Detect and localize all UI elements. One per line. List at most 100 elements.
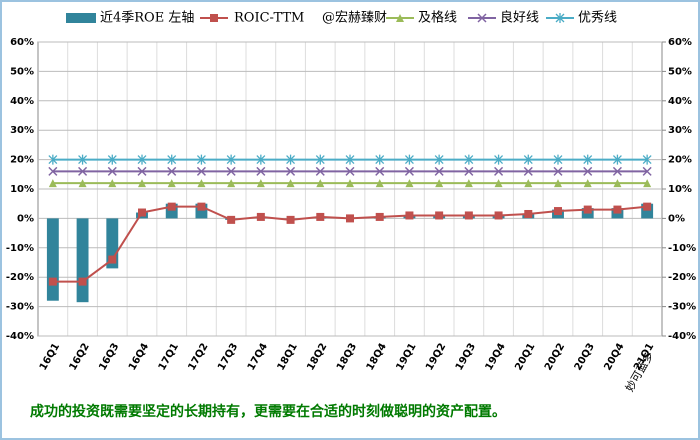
marker [553, 166, 563, 176]
marker [554, 179, 562, 188]
marker [405, 179, 414, 188]
y-tick-label: -20% [6, 272, 34, 283]
marker [78, 154, 88, 165]
y2-tick-label: 10% [668, 184, 692, 195]
legend-marker [555, 13, 565, 23]
bar [165, 203, 178, 219]
marker [48, 154, 58, 165]
marker [404, 166, 414, 176]
marker [464, 154, 474, 165]
y-tick-label: -30% [6, 302, 34, 313]
y-tick-label: 30% [10, 125, 34, 136]
marker [375, 212, 384, 221]
marker [375, 154, 385, 165]
marker [375, 166, 385, 176]
marker [138, 179, 146, 188]
legend-label: 良好线 [500, 10, 539, 26]
marker [435, 179, 444, 188]
marker [612, 154, 622, 165]
marker [107, 154, 117, 165]
y2-tick-label: -30% [668, 302, 696, 313]
bar [46, 218, 59, 301]
marker [286, 215, 295, 224]
marker [48, 277, 57, 286]
marker [256, 179, 265, 188]
marker [583, 154, 593, 165]
marker [583, 205, 592, 214]
y2-tick-label: -40% [668, 331, 696, 342]
marker [345, 166, 355, 176]
marker [464, 211, 473, 220]
marker [494, 166, 504, 176]
marker [583, 166, 593, 176]
marker [108, 255, 117, 264]
marker [435, 211, 444, 220]
marker [256, 166, 266, 176]
legend-marker [396, 14, 404, 22]
marker [316, 212, 325, 221]
marker [107, 166, 117, 176]
marker [346, 179, 354, 188]
legend-label: 优秀线 [578, 11, 617, 26]
bar [76, 218, 89, 303]
marker [78, 179, 87, 188]
marker [612, 166, 622, 176]
marker [643, 202, 652, 211]
marker [286, 179, 295, 188]
marker [494, 179, 503, 188]
y2-tick-label: 60% [668, 37, 692, 48]
y-tick-label: 20% [10, 155, 34, 166]
marker [375, 179, 384, 188]
y-tick-label: 60% [10, 37, 34, 48]
marker [138, 208, 146, 217]
marker [48, 166, 58, 176]
legend-swatch [66, 13, 96, 23]
marker [554, 207, 562, 216]
marker [197, 179, 206, 188]
marker [464, 179, 473, 188]
marker [196, 154, 206, 165]
y-tick-label: -40% [6, 331, 34, 342]
marker [226, 166, 236, 176]
marker [524, 179, 533, 188]
marker [137, 166, 147, 176]
marker [167, 154, 177, 165]
marker [108, 179, 117, 188]
marker [137, 154, 147, 165]
marker [167, 202, 176, 211]
bar [195, 203, 208, 219]
marker [643, 179, 652, 188]
bar [641, 203, 654, 219]
marker [405, 211, 414, 220]
legend-label: 近4季ROE 左轴 [100, 11, 194, 26]
marker [167, 166, 177, 176]
legend-label: 及格线 [418, 10, 457, 26]
legend-marker [477, 13, 487, 23]
marker [256, 154, 266, 165]
y2-tick-label: -10% [668, 243, 696, 254]
marker [434, 154, 444, 165]
marker [346, 214, 354, 223]
y-tick-label: 50% [10, 66, 34, 77]
marker [494, 211, 503, 220]
marker [227, 215, 236, 224]
marker [523, 154, 533, 165]
legend-marker [210, 14, 218, 22]
marker [404, 154, 414, 165]
marker [197, 202, 206, 211]
legend-label: ROIC-TTM [234, 11, 304, 26]
marker [167, 179, 176, 188]
marker [523, 166, 533, 176]
y2-tick-label: 0% [668, 213, 685, 224]
marker [78, 166, 88, 176]
marker [524, 209, 533, 218]
marker [196, 166, 206, 176]
marker [494, 154, 504, 165]
footer: 成功的投资既需要坚定的长期持有，更需要在合适的时刻做聪明的资产配置。 [30, 403, 506, 420]
y-tick-label: 10% [10, 184, 34, 195]
marker [613, 205, 622, 214]
marker [642, 154, 652, 165]
marker [226, 154, 236, 165]
y2-tick-label: 20% [668, 155, 692, 166]
